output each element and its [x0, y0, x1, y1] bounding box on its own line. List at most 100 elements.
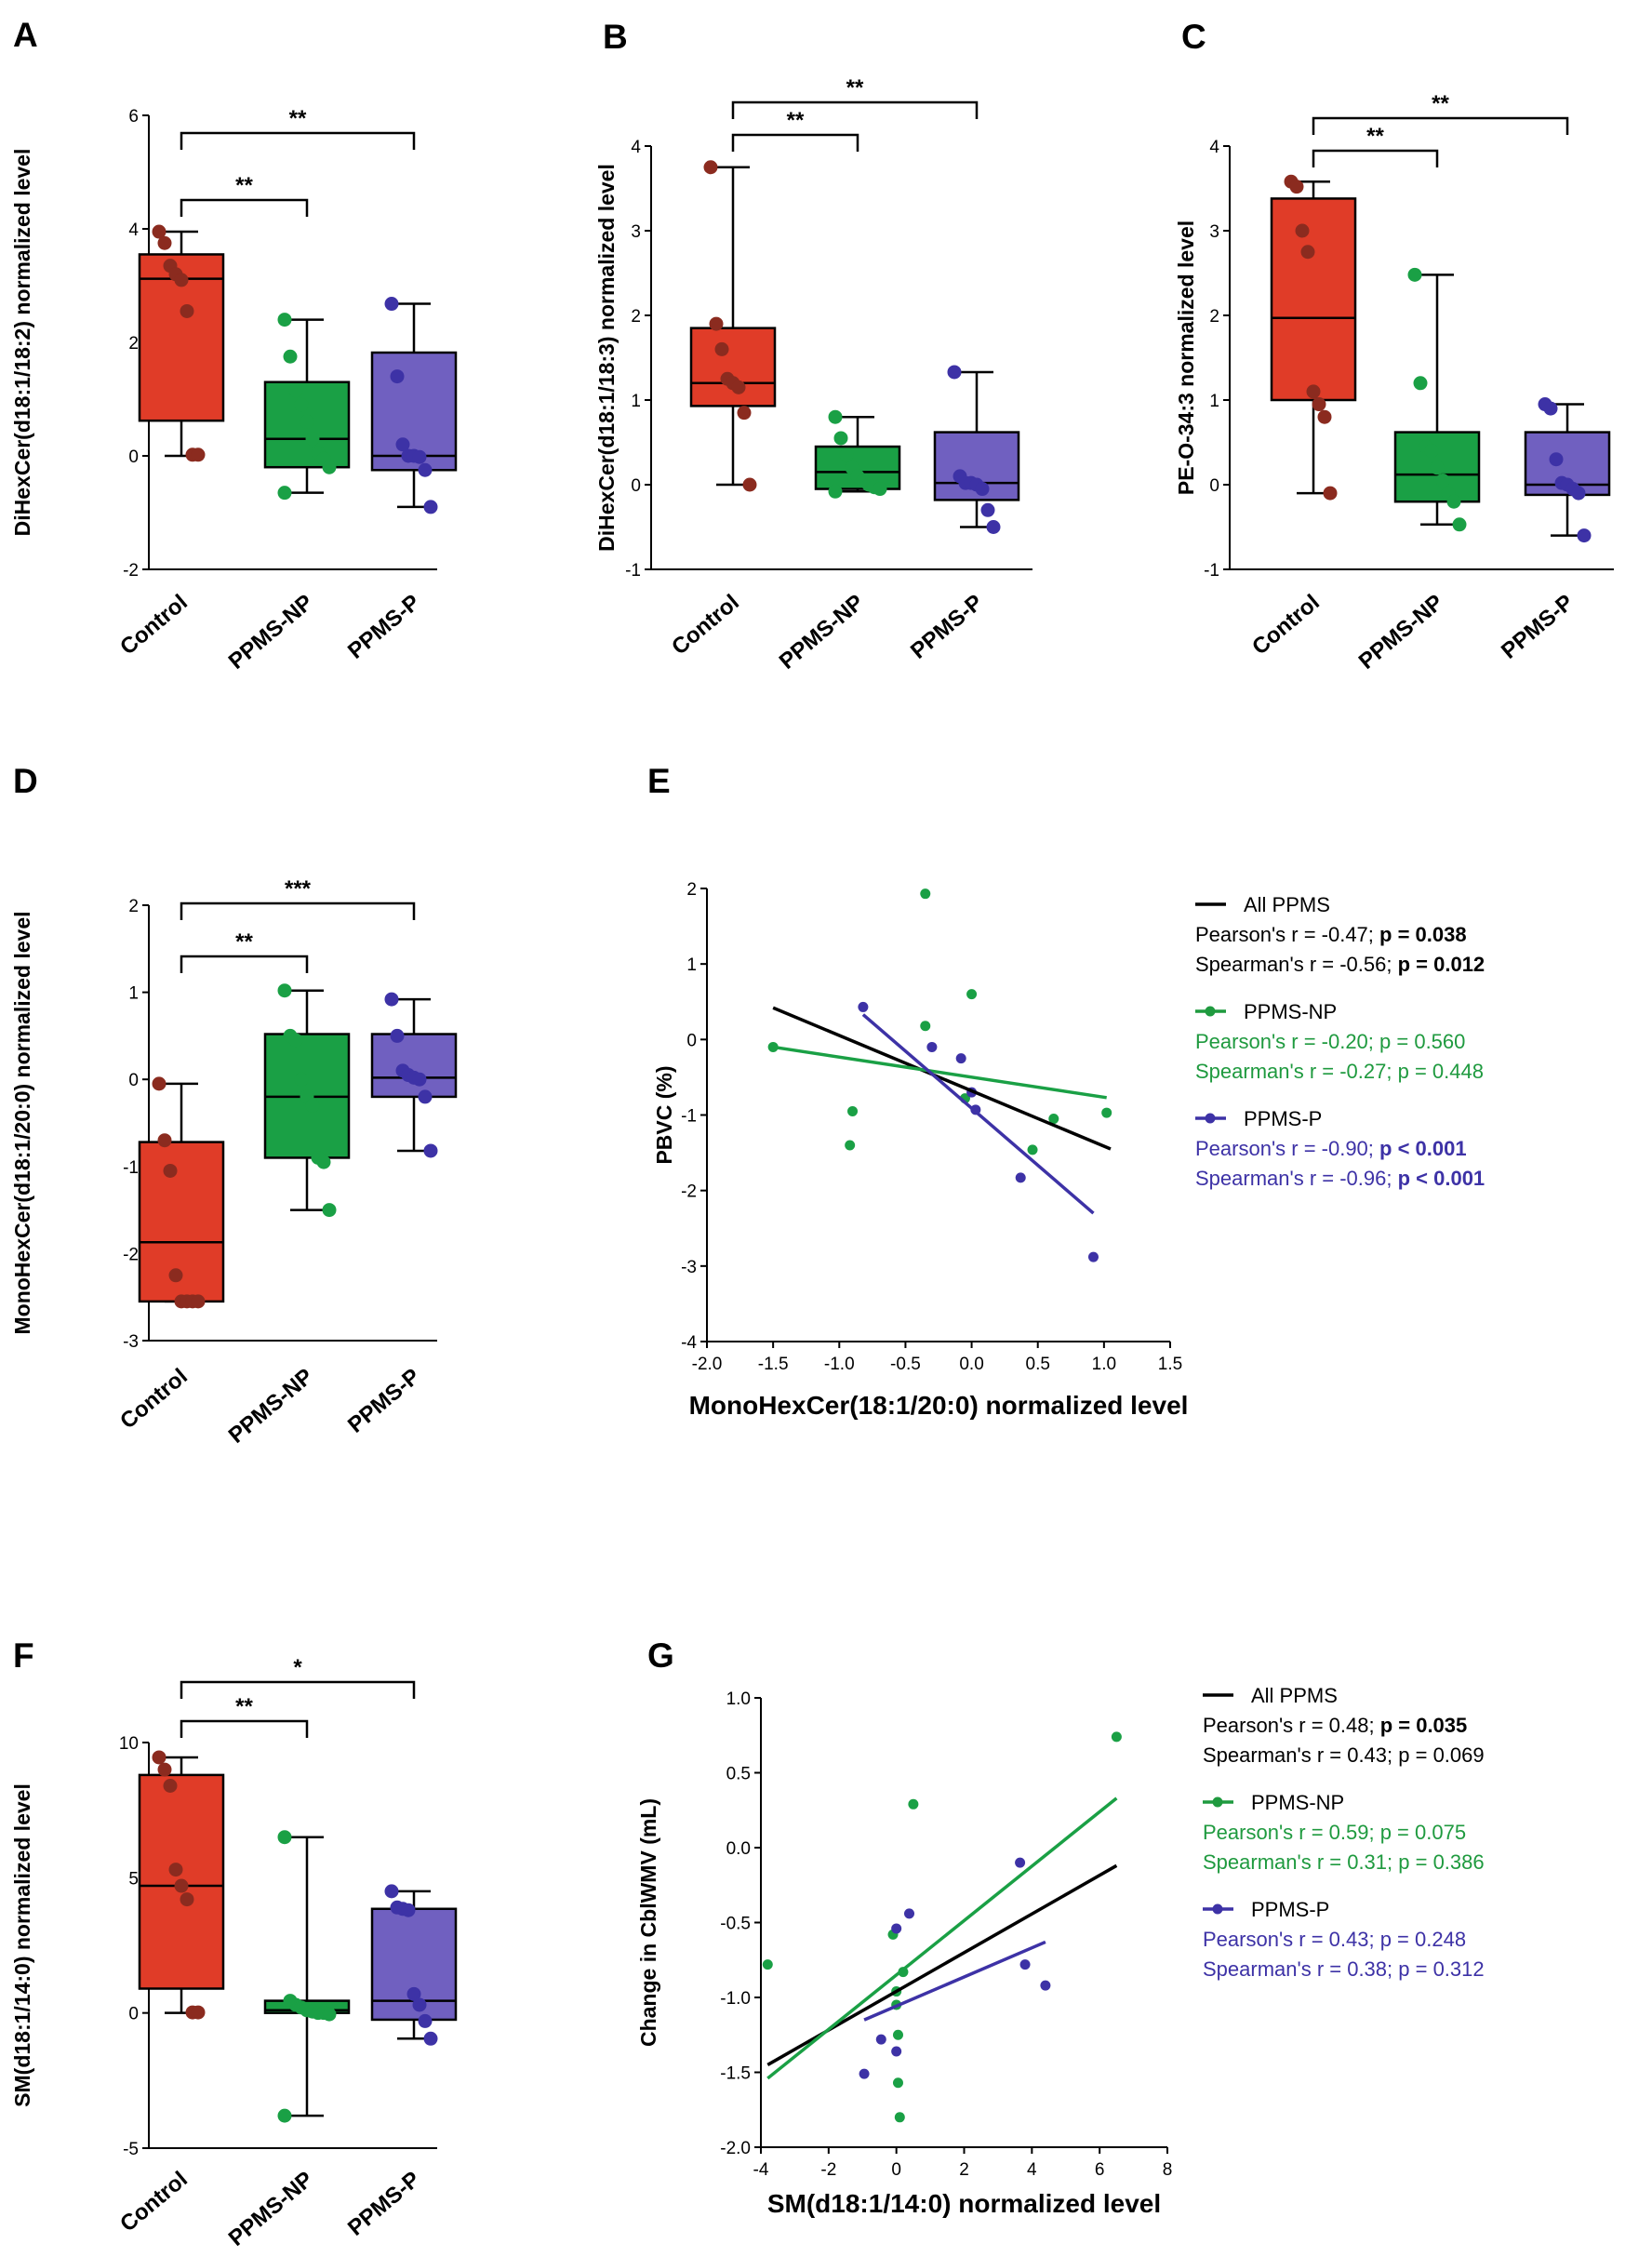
box-group-control: [1270, 174, 1357, 501]
category-label: Control: [1247, 590, 1325, 661]
data-point: [839, 447, 854, 462]
data-point: [1424, 444, 1439, 459]
data-point: [703, 160, 718, 175]
legend-label: PPMS-NP: [1244, 1000, 1337, 1023]
spearman-stat: Spearman's r = -0.56; p = 0.012: [1195, 953, 1485, 976]
data-point: [157, 235, 172, 250]
data-point: [975, 482, 990, 497]
fit-line-ppms-p: [861, 1013, 1095, 1215]
data-point: [191, 2005, 206, 2020]
data-point: [1027, 1144, 1038, 1155]
y-tick-label: -2: [681, 1182, 697, 1202]
significance-bracket: **: [180, 929, 309, 973]
category-label: PPMS-NP: [775, 590, 869, 674]
legend-entry: All PPMS Pearson's r = 0.48; p = 0.035 Spe…: [1203, 1684, 1485, 1767]
data-point: [1452, 517, 1467, 532]
pearson-p: p < 0.001: [1379, 1137, 1467, 1160]
data-point: [908, 1798, 919, 1810]
bracket-line: [731, 133, 859, 152]
data-point: [845, 1140, 856, 1151]
legend: All PPMS Pearson's r = -0.47; p = 0.038 Sp…: [1195, 893, 1485, 1190]
spearman-p: p = 0.312: [1398, 1957, 1484, 1981]
y-tick-label: 1: [128, 984, 139, 1004]
category-label: PPMS-P: [906, 590, 988, 664]
data-point: [1413, 376, 1428, 391]
x-tick-label: 0.5: [1026, 1355, 1050, 1374]
spearman-r: Spearman's r = 0.38;: [1203, 1957, 1398, 1981]
panel-label: E: [647, 762, 671, 800]
pearson-r: Pearson's r = 0.59;: [1203, 1821, 1380, 1844]
bracket-line: [180, 1719, 309, 1738]
data-point: [277, 486, 292, 501]
pearson-r: Pearson's r = -0.47;: [1195, 923, 1379, 946]
data-point: [709, 316, 724, 331]
box-group-ppms-p: [370, 1884, 458, 2046]
category-label: PPMS-P: [1497, 590, 1579, 664]
category-label: Control: [115, 1364, 193, 1435]
data-point: [406, 1986, 421, 2001]
pearson-stat: Pearson's r = 0.48; p = 0.035: [1203, 1714, 1467, 1737]
data-point: [904, 1908, 915, 1919]
x-tick-label: 1.5: [1158, 1355, 1182, 1374]
y-axis-label: DiHexCer(d18:1/18:2) normalized level: [10, 149, 34, 537]
spearman-p: p = 0.448: [1398, 1060, 1484, 1083]
panel-a: A -2 0 2 4 6 DiHexCer(d18:1/18:2) normalized l…: [10, 16, 458, 674]
series-ppms-p: [859, 1857, 1051, 2079]
data-point: [920, 888, 931, 900]
data-point: [947, 365, 962, 380]
data-point: [157, 1133, 172, 1148]
pearson-stat: Pearson's r = 0.59; p = 0.075: [1203, 1821, 1466, 1844]
spearman-p: p < 0.001: [1398, 1167, 1485, 1190]
data-point: [322, 460, 337, 474]
data-point: [1295, 223, 1310, 238]
significance-bracket: **: [731, 108, 859, 152]
data-point: [875, 2034, 886, 2045]
pearson-r: Pearson's r = 0.48;: [1203, 1714, 1380, 1737]
data-point: [277, 313, 292, 327]
data-point: [873, 482, 887, 497]
spearman-stat: Spearman's r = 0.43; p = 0.069: [1203, 1743, 1485, 1767]
spearman-p: p = 0.386: [1398, 1850, 1484, 1874]
data-point: [1407, 267, 1422, 282]
series-ppms-np: [767, 888, 1112, 1155]
legend-marker: [1205, 1113, 1216, 1124]
box-group-ppms-p: [1524, 397, 1611, 543]
x-tick-label: -1.5: [758, 1355, 789, 1374]
legend-entry: PPMS-NP Pearson's r = -0.20; p = 0.560 Spe…: [1195, 1000, 1484, 1083]
legend: All PPMS Pearson's r = 0.48; p = 0.035 Spe…: [1203, 1684, 1485, 1981]
spearman-stat: Spearman's r = 0.38; p = 0.312: [1203, 1957, 1485, 1981]
pearson-p: p = 0.075: [1380, 1821, 1466, 1844]
y-tick-label: 4: [1209, 138, 1219, 157]
y-tick-label: 2: [128, 897, 139, 916]
data-point: [1019, 1959, 1031, 1970]
data-point: [980, 502, 995, 517]
box-group-ppms-np: [263, 313, 351, 501]
data-point: [174, 1878, 189, 1893]
y-tick-label: -2: [123, 1245, 139, 1264]
data-point: [418, 462, 433, 477]
y-tick-label: 2: [1209, 307, 1219, 327]
fit-line-ppms-p: [863, 1940, 1046, 2022]
data-point: [180, 303, 194, 318]
y-tick-label: -0.5: [720, 1915, 751, 1934]
spearman-p: p = 0.012: [1398, 953, 1485, 976]
category-label: PPMS-P: [343, 590, 425, 664]
data-point: [163, 1779, 178, 1794]
data-point: [891, 1923, 902, 1934]
spearman-r: Spearman's r = 0.31;: [1203, 1850, 1398, 1874]
y-tick-label: 0.5: [726, 1765, 751, 1784]
x-tick-label: -0.5: [890, 1355, 921, 1374]
panel-label: A: [13, 16, 38, 54]
box-group-ppms-p: [370, 297, 458, 514]
legend-marker: [1212, 1903, 1223, 1915]
significance-bracket: *: [180, 1655, 416, 1699]
data-point: [191, 447, 206, 462]
x-tick-label: 2: [959, 2160, 969, 2180]
data-point: [966, 989, 978, 1000]
box-group-control: [689, 160, 777, 492]
spearman-p: p = 0.069: [1398, 1743, 1484, 1767]
y-tick-label: 0: [1209, 476, 1219, 496]
legend-label: PPMS-NP: [1251, 1791, 1344, 1814]
pearson-r: Pearson's r = -0.20;: [1195, 1030, 1379, 1053]
